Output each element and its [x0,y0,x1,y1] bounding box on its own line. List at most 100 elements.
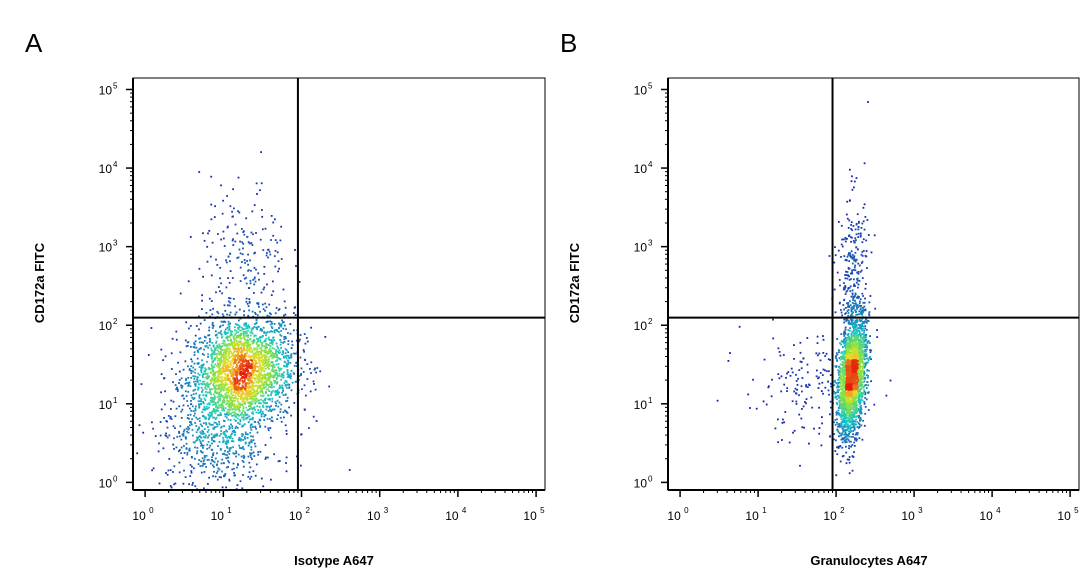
event-dot [805,402,807,405]
event-dot [253,354,255,357]
event-dot [309,368,311,370]
event-dot [859,235,862,238]
event-dot [856,304,859,306]
event-dot [218,468,221,471]
event-dot [278,396,281,398]
event-dot [209,372,212,374]
event-dot [220,389,223,392]
event-dot [259,425,262,427]
event-dot [289,373,292,375]
event-dot [248,363,250,366]
event-dot [250,452,253,455]
event-dot [316,367,319,369]
event-dot [210,459,213,462]
event-dot [234,406,237,409]
event-dot [272,353,275,356]
event-dot [853,285,855,287]
event-dot [249,454,252,456]
event-dot [228,396,231,399]
event-dot [863,401,866,403]
event-dot [268,315,271,318]
event-dot [261,383,264,386]
event-dot [837,221,840,223]
event-dot [225,416,228,419]
event-dot [249,357,252,359]
event-dot [224,415,227,418]
event-dot [183,469,185,472]
event-dot [843,419,846,422]
event-dot [217,409,220,412]
event-dot [170,368,173,370]
event-dot [837,371,840,374]
event-dot [269,375,272,378]
event-dot [260,359,263,362]
event-dot [180,410,183,413]
event-dot [269,427,272,429]
event-dot [273,323,276,325]
event-dot [250,348,252,350]
event-dot [267,388,269,391]
event-dot [841,437,844,439]
event-dot [282,390,284,392]
event-dot [861,255,864,257]
event-dot [208,230,211,232]
event-dot [843,333,845,335]
event-dot [241,344,243,347]
event-dot [249,392,251,395]
event-dot [237,360,240,363]
event-dot [254,369,257,372]
event-dot [862,311,864,314]
event-dot [224,333,227,335]
event-dot [783,383,786,386]
event-dot [193,351,196,354]
event-dot [276,382,278,385]
event-dot [860,305,863,307]
event-dot [236,368,239,371]
event-dot [186,430,188,433]
event-dot [842,429,845,432]
event-dot [860,382,862,384]
event-dot [833,433,835,435]
event-dot [863,389,865,392]
event-dot [248,397,251,400]
event-dot [241,413,243,415]
event-dot [268,303,271,306]
event-dot [261,377,264,380]
event-dot [160,391,162,394]
event-dot [282,350,284,353]
event-dot [228,461,231,464]
event-dot [797,377,799,380]
event-dot [752,378,754,381]
event-dot [272,389,275,392]
event-dot [184,382,187,385]
event-dot [251,361,254,364]
event-dot [229,371,232,373]
event-dot [269,409,271,411]
event-dot [858,397,861,400]
event-dot [263,332,266,334]
event-dot [250,380,253,382]
event-dot [270,409,273,412]
event-dot [862,346,865,349]
event-dot [215,258,217,261]
event-dot [220,426,222,429]
event-dot [295,365,298,367]
event-dot [247,253,249,256]
event-dot [260,182,263,185]
event-dot [264,374,267,377]
event-dot [273,371,275,373]
event-dot [857,327,859,330]
event-dot [242,371,244,374]
event-dot [241,376,244,378]
event-dot [214,434,217,437]
event-dot [299,356,302,359]
event-dot [246,437,249,439]
event-dot [869,356,871,358]
event-dot [221,371,224,374]
event-dot [211,313,214,316]
event-dot [853,255,856,258]
event-dot [211,368,214,371]
event-dot [290,414,292,417]
event-dot [268,373,270,375]
event-dot [858,327,860,330]
